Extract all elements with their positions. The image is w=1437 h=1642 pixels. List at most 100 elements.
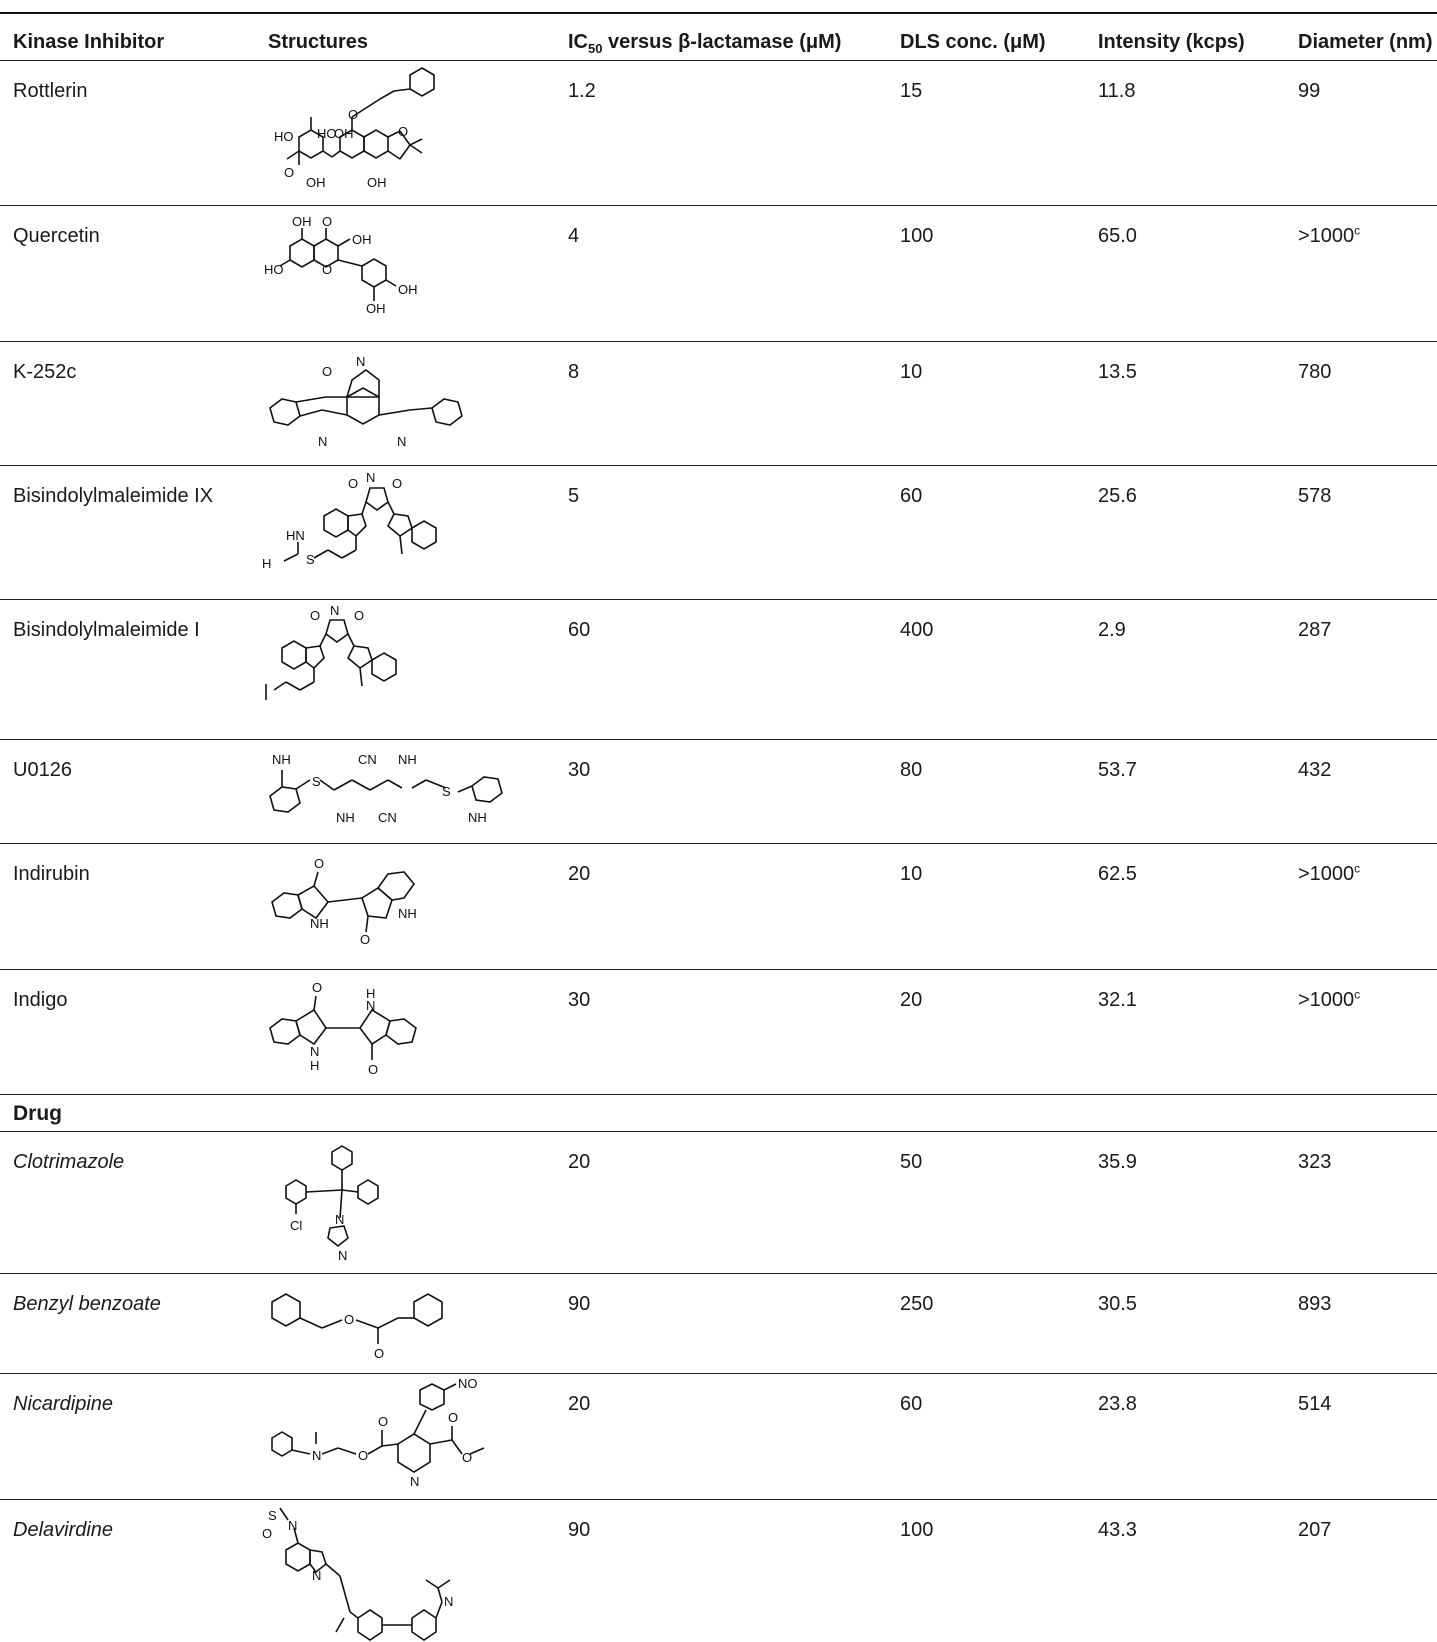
svg-text:O: O <box>344 1312 354 1327</box>
ic50-value: 20 <box>568 1393 591 1415</box>
table-header-row: Kinase Inhibitor Structures IC50 versus … <box>0 12 1437 61</box>
dls-conc-value: 20 <box>900 989 923 1011</box>
svg-text:S: S <box>442 784 451 799</box>
diameter-value: 287 <box>1298 619 1332 641</box>
svg-text:N: N <box>312 1568 321 1583</box>
dls-conc-value: 100 <box>900 225 934 247</box>
svg-text:N: N <box>366 470 375 485</box>
svg-text:OH: OH <box>306 175 326 190</box>
diameter-value: 578 <box>1298 485 1332 507</box>
svg-text:N: N <box>335 1212 344 1227</box>
diameter-value: >1000c <box>1298 223 1361 247</box>
dls-conc-value: 100 <box>900 1519 934 1541</box>
svg-text:OH: OH <box>398 282 418 297</box>
svg-text:O: O <box>348 107 358 122</box>
table-row: Indirubin 20 10 62.5 >1000c O NH NH O <box>0 844 1437 970</box>
ic50-value: 1.2 <box>568 80 596 102</box>
intensity-value: 13.5 <box>1098 361 1137 383</box>
compound-name: K-252c <box>13 361 77 383</box>
compound-name: Bisindolylmaleimide I <box>13 619 200 641</box>
header-diameter: Diameter (nm) <box>1298 31 1433 53</box>
header-intensity: Intensity (kcps) <box>1098 31 1245 53</box>
ic50-value: 4 <box>568 225 580 247</box>
svg-text:O: O <box>322 214 332 229</box>
nicardipine-structure: N O O O O N NO <box>271 1376 485 1489</box>
dls-conc-value: 60 <box>900 1393 923 1415</box>
svg-text:H: H <box>262 556 271 571</box>
svg-text:N: N <box>366 998 375 1013</box>
svg-text:O: O <box>348 476 358 491</box>
dls-conc-value: 60 <box>900 485 923 507</box>
svg-text:NH: NH <box>272 752 291 767</box>
svg-text:HN: HN <box>286 528 305 543</box>
dls-conc-value: 80 <box>900 759 923 781</box>
diameter-value: 432 <box>1298 759 1332 781</box>
svg-text:N: N <box>330 603 339 618</box>
dls-conc-value: 10 <box>900 863 923 885</box>
svg-text:NH: NH <box>398 906 417 921</box>
k252c-structure: O N N N <box>269 354 463 449</box>
svg-text:O: O <box>310 608 320 623</box>
diameter-value: 514 <box>1298 1393 1332 1415</box>
quercetin-structure: OH O OH HO O OH OH <box>264 214 418 316</box>
table-row: Delavirdine 90 100 43.3 207 N S O N N <box>0 1500 1437 1642</box>
svg-text:NH: NH <box>468 810 487 825</box>
svg-text:H: H <box>310 1058 319 1073</box>
dls-conc-value: 50 <box>900 1151 923 1173</box>
table-row: Clotrimazole 20 50 35.9 323 Cl N N <box>0 1132 1437 1274</box>
svg-text:N: N <box>410 1474 419 1489</box>
diameter-value: 207 <box>1298 1519 1332 1541</box>
svg-text:HO: HO <box>264 262 284 277</box>
clotrimazole-structure: Cl N N <box>285 1145 379 1263</box>
compound-name: Bisindolylmaleimide IX <box>13 485 214 507</box>
ic50-value: 8 <box>568 361 580 383</box>
intensity-value: 43.3 <box>1098 1519 1137 1541</box>
section-heading-row: Drug <box>0 1095 1437 1132</box>
compound-name: Indigo <box>13 989 68 1011</box>
table-row: Bisindolylmaleimide IX 5 60 25.6 578 N O… <box>0 466 1437 600</box>
intensity-value: 2.9 <box>1098 619 1126 641</box>
svg-text:OH: OH <box>334 126 354 141</box>
svg-text:O: O <box>448 1410 458 1425</box>
dls-conc-value: 400 <box>900 619 934 641</box>
header-kinase-inhibitor: Kinase Inhibitor <box>13 31 165 53</box>
svg-text:N: N <box>397 434 406 449</box>
diameter-value: 99 <box>1298 80 1321 102</box>
svg-text:CN: CN <box>358 752 377 767</box>
compound-name: Clotrimazole <box>13 1151 125 1173</box>
diameter-value: 323 <box>1298 1151 1332 1173</box>
svg-text:O: O <box>368 1062 378 1077</box>
compound-name: Nicardipine <box>13 1393 114 1415</box>
diameter-value: >1000c <box>1298 861 1361 885</box>
intensity-value: 62.5 <box>1098 863 1137 885</box>
compound-name: Benzyl benzoate <box>13 1293 161 1315</box>
svg-text:Cl: Cl <box>290 1218 302 1233</box>
svg-text:O: O <box>358 1448 368 1463</box>
svg-text:NH: NH <box>398 752 417 767</box>
svg-text:N: N <box>310 1044 319 1059</box>
table-row: Bisindolylmaleimide I 60 400 2.9 287 N O… <box>0 600 1437 740</box>
dls-conc-value: 250 <box>900 1293 934 1315</box>
svg-text:S: S <box>268 1508 277 1523</box>
svg-text:S: S <box>306 552 315 567</box>
header-structures: Structures <box>268 31 369 53</box>
intensity-value: 32.1 <box>1098 989 1137 1011</box>
svg-text:O: O <box>374 1346 384 1361</box>
svg-text:NH: NH <box>336 810 355 825</box>
table-row: Rottlerin 1.2 15 11.8 99 HO HO OH O OH O… <box>0 61 1437 206</box>
indigo-structure: O N H H N O <box>269 980 417 1077</box>
svg-text:O: O <box>462 1450 472 1465</box>
ic50-value: 20 <box>568 863 591 885</box>
svg-text:NH: NH <box>310 916 329 931</box>
section-label-drug: Drug <box>13 1102 62 1125</box>
bisindolylmaleimide-ix-structure: N O O HN H S <box>262 470 437 571</box>
table-top-rule <box>0 0 1437 14</box>
diameter-value: 780 <box>1298 361 1332 383</box>
dls-conc-value: 15 <box>900 80 923 102</box>
svg-text:NO: NO <box>458 1376 478 1391</box>
svg-text:N: N <box>444 1594 453 1609</box>
compound-name: Quercetin <box>13 225 100 247</box>
svg-text:N: N <box>288 1518 297 1533</box>
svg-text:O: O <box>322 262 332 277</box>
compound-name: Rottlerin <box>13 80 88 102</box>
